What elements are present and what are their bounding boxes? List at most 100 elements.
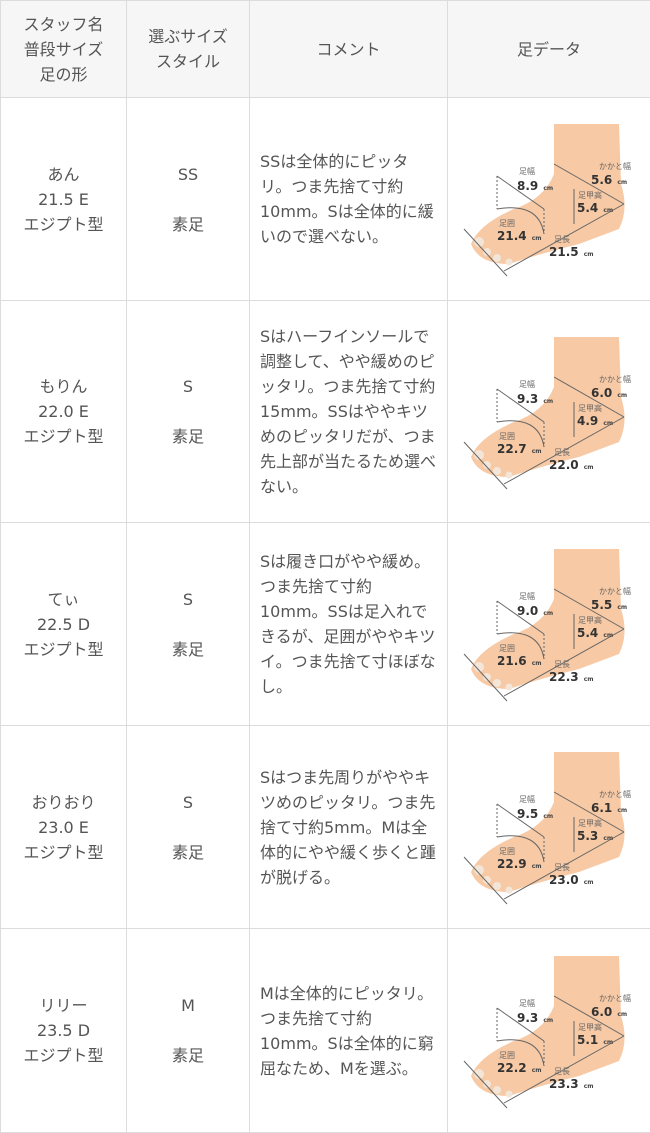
foot-width-value: 9.0 cm [517,604,553,618]
header-row: スタッフ名普段サイズ足の形 選ぶサイズスタイル コメント 足データ [1,1,650,98]
heel-width-value: 5.5 cm [591,598,627,612]
instep-label: 足甲高 [578,190,602,200]
unit-label: cm [582,464,594,471]
girth-label: 足囲 [499,1051,515,1060]
header-line: 選ぶサイズ [148,27,228,46]
heel-width-label: かかと幅 [599,789,631,799]
heel-width-label: かかと幅 [599,161,631,171]
heel-width-value: 6.0 cm [591,1005,627,1019]
chosen-size: M [181,996,195,1015]
unit-label: cm [530,863,542,870]
staff-name: てぃ [47,590,79,609]
foot-diagram: 足幅 9.5 cm かかと幅 6.1 cm 足甲高 5.3 cm 足囲 22.9… [459,742,639,912]
foot-width-label: 足幅 [519,591,535,601]
usual-size: 23.5 D [37,1021,90,1040]
staff-name: リリー [39,996,87,1015]
unit-label: cm [615,604,627,611]
size-cell: M 素足 [127,929,250,1133]
unit-label: cm [530,660,542,667]
unit-label: cm [530,1067,542,1074]
foot-diagram: 足幅 9.0 cm かかと幅 5.5 cm 足甲高 5.4 cm 足囲 21.6… [459,539,639,709]
instep-label: 足甲高 [578,818,602,828]
foot-width-label: 足幅 [519,998,535,1008]
unit-label: cm [530,448,542,455]
staff-cell: もりん 22.0 E エジプト型 [1,301,127,523]
staff-name: おりおり [31,793,95,812]
header-line: スタッフ名 [23,15,103,34]
unit-label: cm [582,676,594,683]
foot-diagram: 足幅 9.3 cm かかと幅 6.0 cm 足甲高 5.1 cm 足囲 22.2… [459,946,639,1116]
unit-label: cm [530,235,542,242]
staff-name: もりん [39,377,87,396]
size-cell: SS 素足 [127,98,250,301]
style: 素足 [172,1046,204,1065]
girth-label: 足囲 [499,644,515,653]
header-size: 選ぶサイズスタイル [127,1,250,98]
foot-data-cell: 足幅 9.3 cm かかと幅 6.0 cm 足甲高 5.1 cm 足囲 22.2… [448,929,650,1133]
usual-size: 22.5 D [37,615,90,634]
style: 素足 [172,843,204,862]
foot-data-cell: 足幅 9.3 cm かかと幅 6.0 cm 足甲高 4.9 cm 足囲 22.7… [448,301,650,523]
foot-shape: エジプト型 [23,1046,103,1065]
unit-label: cm [582,879,594,886]
unit-label: cm [601,1039,613,1046]
length-value: 23.0 cm [549,873,594,887]
unit-label: cm [615,807,627,814]
header-line: 普段サイズ [24,40,104,59]
header-line: スタイル [156,52,220,71]
unit-label: cm [582,1083,594,1090]
length-label: 足長 [554,235,570,244]
comment-cell: Sは履き口がやや緩め。つま先捨て寸約10mm。SSは足入れできるが、足囲がややキ… [250,523,448,726]
heel-width-value: 5.6 cm [591,173,627,187]
heel-width-label: かかと幅 [599,374,631,384]
foot-shape: エジプト型 [23,427,103,446]
foot-shape: エジプト型 [23,640,103,659]
comment-cell: Mは全体的にピッタリ。つま先捨て寸約10mm。Sは全体的に窮屈なため、Mを選ぶ。 [250,929,448,1133]
length-value: 21.5 cm [549,245,594,259]
heel-width-value: 6.1 cm [591,801,627,815]
heel-width-value: 6.0 cm [591,386,627,400]
unit-label: cm [615,179,627,186]
chosen-size: S [183,377,193,396]
length-value: 22.3 cm [549,670,594,684]
unit-label: cm [541,185,553,192]
unit-label: cm [601,632,613,639]
foot-shape: エジプト型 [23,843,103,862]
foot-width-value: 9.3 cm [517,392,553,406]
length-value: 23.3 cm [549,1077,594,1091]
foot-data-cell: 足幅 8.9 cm かかと幅 5.6 cm 足甲高 5.4 cm 足囲 21.4… [448,98,650,301]
unit-label: cm [541,813,553,820]
girth-label: 足囲 [499,432,515,441]
unit-label: cm [582,251,594,258]
length-label: 足長 [554,863,570,872]
style: 素足 [172,640,204,659]
style: 素足 [172,215,204,234]
staff-cell: リリー 23.5 D エジプト型 [1,929,127,1133]
foot-diagram: 足幅 9.3 cm かかと幅 6.0 cm 足甲高 4.9 cm 足囲 22.7… [459,327,639,497]
comment-cell: Sはつま先周りがややキツめのピッタリ。つま先捨て寸約5mm。Mは全体的にやや緩く… [250,726,448,929]
chosen-size: SS [178,165,198,184]
instep-label: 足甲高 [578,1022,602,1032]
table-row: リリー 23.5 D エジプト型 M 素足 Mは全体的にピッタリ。つま先捨て寸約10m… [1,929,650,1133]
unit-label: cm [601,420,613,427]
girth-label: 足囲 [499,219,515,228]
girth-label: 足囲 [499,847,515,856]
header-staff: スタッフ名普段サイズ足の形 [1,1,127,98]
usual-size: 22.0 E [38,402,89,421]
instep-label: 足甲高 [578,403,602,413]
foot-width-label: 足幅 [519,166,535,176]
header-foot-data: 足データ [448,1,650,98]
unit-label: cm [541,1017,553,1024]
header-comment: コメント [250,1,448,98]
length-label: 足長 [554,660,570,669]
foot-width-value: 9.5 cm [517,807,553,821]
